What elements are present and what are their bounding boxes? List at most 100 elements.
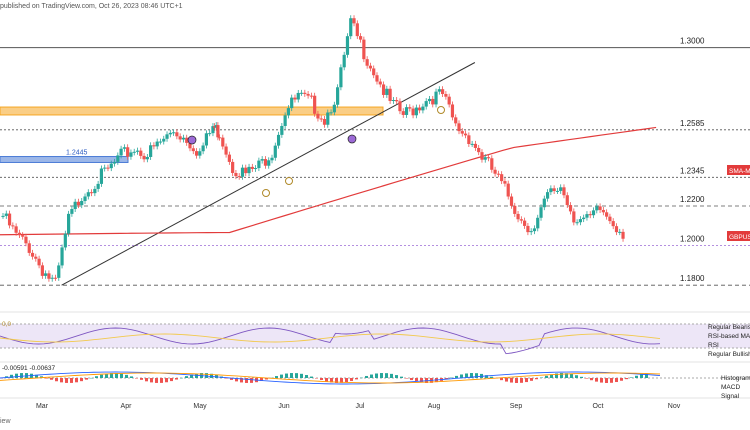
x-tick-Jun: Jun [278, 403, 289, 410]
candle-body [342, 54, 346, 68]
macd-hist-bar [395, 375, 398, 378]
candle-body [208, 133, 212, 135]
zone-0 [0, 106, 384, 116]
candle-body [14, 226, 18, 233]
macd-hist-bar [340, 378, 343, 383]
macd-hist-bar [360, 377, 363, 379]
candle-body [217, 137, 222, 139]
macd-hist-bar [35, 374, 38, 378]
candle-body [418, 107, 422, 111]
candle-body [152, 145, 156, 147]
macd-left-label: -0.00591 -0.00637 [2, 365, 56, 372]
macd-hist-bar [305, 375, 308, 378]
candle-body [273, 145, 277, 158]
candle-body [17, 232, 22, 236]
candle-body [145, 156, 149, 160]
candle-body [129, 152, 133, 157]
candle-body [270, 157, 274, 161]
candle-body [598, 206, 602, 210]
candle-body [545, 192, 550, 199]
signal-line [0, 372, 661, 384]
candle-body [421, 106, 425, 111]
chart-footer: iew [0, 418, 11, 425]
candle-body [168, 132, 172, 135]
x-tick-May: May [193, 403, 207, 410]
candle-body [24, 236, 28, 244]
candle-body [175, 132, 179, 137]
candle-body [316, 113, 320, 119]
candle-body [568, 205, 573, 212]
level-label-1.2585: 1.2585 [680, 119, 705, 128]
candle-body [194, 151, 199, 156]
candle-body [349, 18, 353, 37]
macd-hist-bar [260, 378, 263, 382]
macd-hist-bar [500, 378, 503, 381]
zone-1 [0, 156, 129, 163]
x-tick-Apr: Apr [121, 403, 133, 410]
macd-hist-bar [145, 378, 148, 382]
candle-body [132, 151, 136, 153]
candle-body [454, 117, 458, 124]
candle-body [490, 158, 494, 170]
candle-body [339, 67, 343, 88]
candle-body [306, 93, 310, 96]
candle-body [372, 68, 376, 76]
x-tick-Oct: Oct [593, 403, 604, 410]
macd-hist-bar [110, 373, 113, 378]
candle-body [381, 84, 386, 95]
candle-body [434, 91, 438, 105]
macd-hist-bar [635, 375, 638, 378]
price-tag [727, 231, 750, 241]
macd-hist-bar [455, 375, 458, 378]
candle-body [158, 141, 163, 143]
macd-hist-bar [550, 374, 553, 378]
candle-body [201, 145, 205, 152]
candle-body [391, 100, 395, 102]
macd-hist-bar [605, 378, 608, 383]
candle-body [267, 160, 271, 166]
candle-body [276, 134, 281, 146]
candle-body [76, 201, 81, 206]
macd-hist-bar [355, 378, 358, 380]
candle-body [480, 152, 484, 160]
level-label-1.2200: 1.2200 [680, 195, 705, 204]
macd-hist-bar [460, 374, 463, 378]
level-label-1.3000: 1.3000 [680, 37, 705, 46]
candle-body [539, 207, 543, 218]
candle-body [109, 163, 113, 169]
macd-hist-bar [520, 378, 523, 383]
candle-body [516, 213, 520, 220]
macd-right-label-0: Histogram [721, 375, 750, 382]
rsi-right-label-2: RSI [708, 342, 719, 349]
candle-body [155, 141, 159, 147]
macd-hist-bar [565, 373, 568, 378]
candle-body [404, 107, 409, 115]
candle-body [565, 195, 569, 206]
macd-hist-bar [645, 373, 648, 378]
candle-body [552, 188, 556, 192]
candle-body [70, 209, 74, 214]
candle-body [103, 167, 107, 169]
macd-hist-bar [235, 378, 238, 382]
candle-body [63, 233, 67, 248]
macd-hist-bar [180, 377, 183, 379]
candle-body [444, 94, 448, 97]
macd-hist-bar [310, 376, 313, 378]
candle-body [244, 167, 248, 174]
macd-hist-bar [385, 373, 388, 378]
x-tick-Jul: Jul [356, 403, 365, 410]
macd-hist-bar [95, 376, 98, 378]
candle-body [313, 95, 317, 114]
candle-body [427, 98, 432, 102]
candle-body [185, 137, 189, 143]
macd-hist-bar [570, 373, 573, 378]
candle-body [21, 235, 25, 237]
candle-body [395, 100, 399, 102]
candle-body [375, 75, 379, 82]
macd-hist-bar [505, 378, 508, 382]
candle-body [595, 206, 599, 211]
candle-body [171, 132, 176, 134]
candle-body [526, 225, 530, 233]
candle-body [486, 157, 491, 159]
